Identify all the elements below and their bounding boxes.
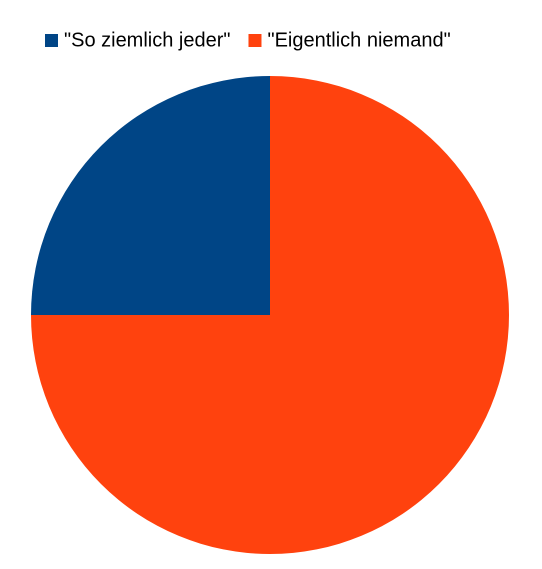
- legend-label: "Eigentlich niemand": [267, 29, 450, 51]
- legend-label: "So ziemlich jeder": [64, 29, 230, 51]
- pie-slice: [31, 76, 270, 315]
- pie-slice: [31, 76, 509, 554]
- legend-swatch: [45, 34, 58, 47]
- legend-swatch: [248, 34, 262, 47]
